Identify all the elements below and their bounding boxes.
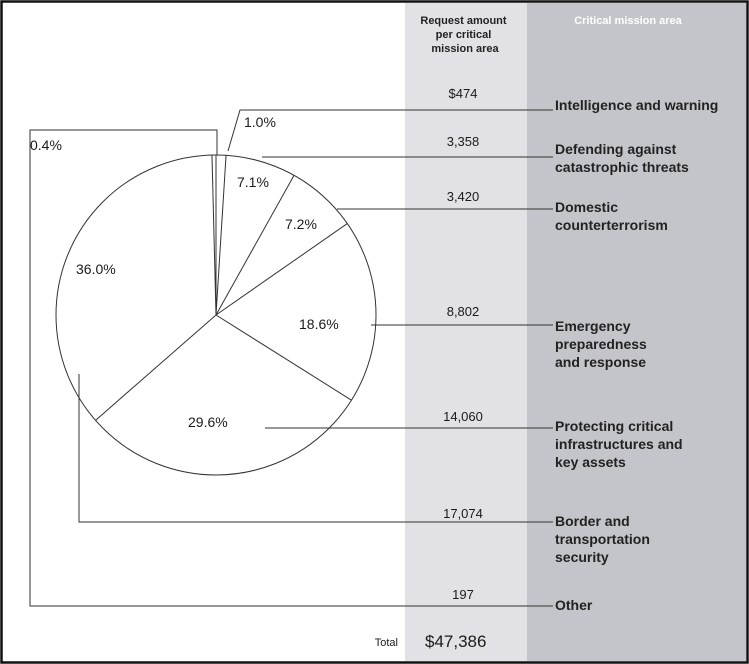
percent-label-5: 29.6%: [188, 414, 228, 430]
amount-label-3: 3,420: [447, 189, 480, 204]
percent-label-3: 7.2%: [285, 216, 317, 232]
leader-lines: [29, 109, 553, 607]
amount-label-2: 3,358: [447, 134, 480, 149]
area-label-6: Border and transportation security: [555, 513, 650, 565]
area-column-background: [527, 3, 746, 661]
percent-label-1: 1.0%: [244, 114, 276, 130]
pie: [55, 154, 377, 476]
amount-label-4: 8,802: [447, 304, 480, 319]
slice-separator: [215, 155, 227, 316]
area-label-7: Other: [555, 597, 593, 613]
slice-separator: [215, 175, 295, 316]
amount-label-5: 14,060: [443, 409, 483, 424]
area-column-header: Critical mission area: [574, 15, 682, 27]
percent-labels: 1.0% 7.1% 7.2% 18.6% 29.6% 36.0% 0.4%: [30, 114, 339, 430]
area-labels: Intelligence and warning Defending agains…: [555, 97, 718, 613]
amount-column-header: Request amount per critical mission area: [420, 15, 509, 55]
slice-separator: [215, 314, 352, 401]
percent-label-6: 36.0%: [76, 261, 116, 277]
area-label-1: Intelligence and warning: [555, 97, 718, 113]
amount-label-1: $474: [449, 86, 478, 101]
total-label: Total: [375, 637, 398, 649]
percent-label-2: 7.1%: [237, 174, 269, 190]
percent-label-7: 0.4%: [30, 137, 62, 153]
amount-column-background: [405, 3, 527, 661]
area-label-2: Defending against catastrophic threats: [555, 141, 689, 175]
slice-separator: [211, 155, 217, 316]
leader-line-1: [227, 109, 553, 152]
slice-separator: [95, 314, 217, 421]
amount-label-7: 197: [452, 587, 474, 602]
leader-line-6: [78, 374, 553, 523]
total-value: $47,386: [425, 632, 486, 651]
percent-label-4: 18.6%: [299, 316, 339, 332]
area-label-4: Emergency preparedness and response: [555, 318, 647, 370]
amount-labels: $474 3,358 3,420 8,802 14,060 17,074 197: [443, 86, 483, 602]
leader-line-7: [29, 129, 553, 607]
slice-separator: [215, 223, 348, 316]
amount-label-6: 17,074: [443, 506, 483, 521]
area-label-5: Protecting critical infrastructures and ke…: [555, 418, 683, 470]
area-label-3: Domestic counterterrorism: [555, 199, 668, 233]
